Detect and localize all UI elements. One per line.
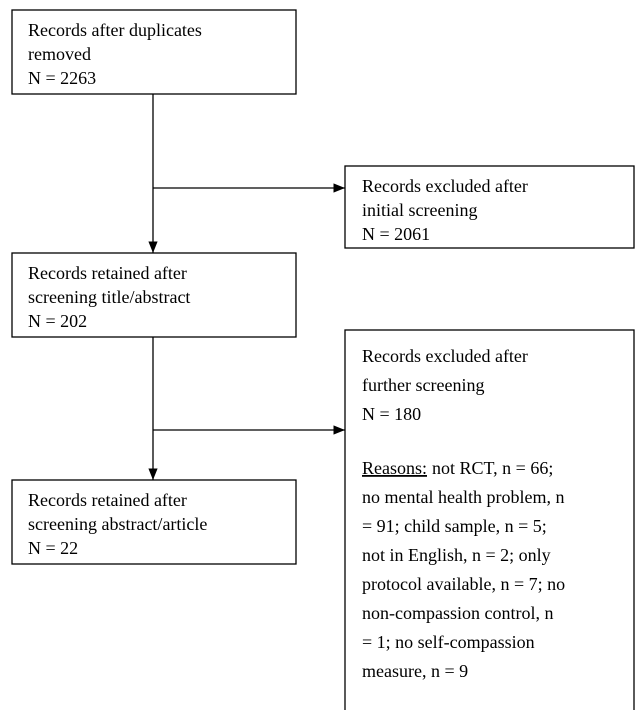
reason-line: non-compassion control, n [362,603,553,623]
reason-line: = 1; no self-compassion [362,632,535,652]
node-line: N = 180 [362,404,421,424]
node-line: N = 2263 [28,68,96,88]
node-line: Records excluded after [362,346,528,366]
node-line: initial screening [362,200,477,220]
box-excluded-initial [344,165,635,249]
node-line: Records excluded after [362,176,528,196]
node-line: screening title/abstract [28,287,190,307]
node-line: removed [28,44,91,64]
box-retained-title [11,252,297,338]
node-line: N = 202 [28,311,87,331]
reason-text: measure, n = 9 [362,661,468,681]
reason-line: = 91; child sample, n = 5; [362,516,547,536]
reason-text: = 1; no self-compassion [362,632,535,652]
reason-text: not in English, n = 2; only [362,545,551,565]
reason-line: measure, n = 9 [362,661,468,681]
reason-text: protocol available, n = 7; no [362,574,565,594]
node-line: Records retained after [28,490,187,510]
reasons-label: Reasons: [362,458,427,478]
reason-text: not RCT, n = 66; [432,458,553,478]
reason-line: no mental health problem, n [362,487,564,507]
node-line: Records after duplicates [28,20,202,40]
box-excluded-further [344,329,635,710]
node-line: screening abstract/article [28,514,207,534]
box-retained-article [11,479,297,565]
reason-line: not in English, n = 2; only [362,545,551,565]
node-line: N = 2061 [362,224,430,244]
reason-line: Reasons: not RCT, n = 66; [362,458,553,478]
reason-text: = 91; child sample, n = 5; [362,516,547,536]
box-records-after-duplicates [11,9,297,95]
node-line: Records retained after [28,263,187,283]
reason-text: non-compassion control, n [362,603,553,623]
node-line: further screening [362,375,484,395]
reason-text: no mental health problem, n [362,487,564,507]
reason-line: protocol available, n = 7; no [362,574,565,594]
node-line: N = 22 [28,538,78,558]
